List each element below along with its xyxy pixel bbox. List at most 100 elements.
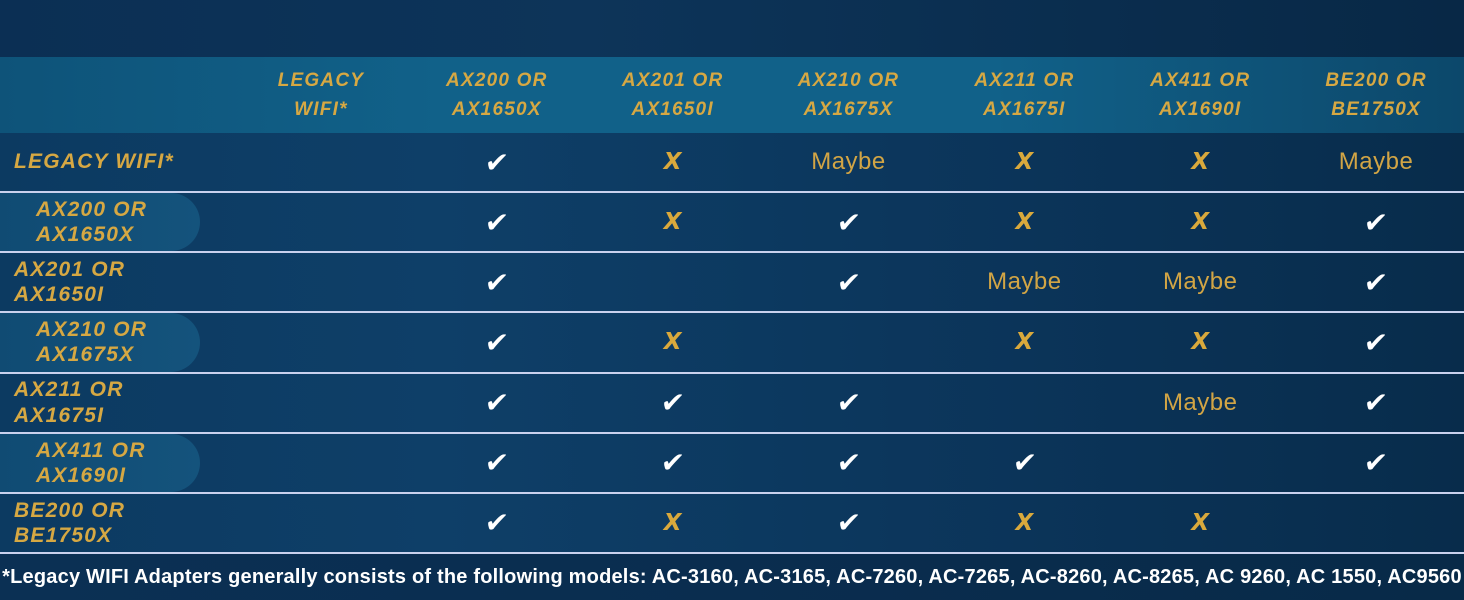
check-icon: ✔ [1362, 265, 1390, 299]
column-header: LEGACY WIFI* [277, 69, 365, 120]
x-icon: X [1015, 329, 1034, 356]
x-icon: X [663, 149, 682, 176]
x-icon: X [1191, 509, 1210, 536]
maybe-text: Maybe [1338, 148, 1414, 176]
matrix-cell-empty [233, 133, 409, 191]
matrix-cell: ✔ [761, 494, 937, 552]
table-row: AX210 OR AX1675X ✔ X X X ✔ [0, 311, 1464, 372]
check-icon: ✔ [1362, 446, 1390, 480]
matrix-cell-empty [233, 313, 409, 371]
row-label-pill [0, 433, 200, 492]
row-label-pill [0, 193, 200, 252]
matrix-cell: ✔ [409, 133, 585, 191]
x-icon: X [1191, 149, 1210, 176]
check-icon: ✔ [483, 205, 511, 239]
check-icon: ✔ [483, 446, 511, 480]
matrix-cell: Maybe [936, 253, 1112, 311]
matrix-cell: X [585, 133, 761, 191]
table-row: AX200 OR AX1650X ✔ X ✔ X X ✔ [0, 191, 1464, 252]
matrix-cell: X [1112, 193, 1288, 251]
check-icon: ✔ [835, 446, 862, 480]
column-header: AX210 OR AX1675X [797, 69, 900, 120]
row-label: AX200 OR AX1650X [36, 198, 148, 247]
matrix-cell: X [936, 313, 1112, 371]
row-label: AX211 OR AX1675I [14, 378, 124, 427]
top-spacer [0, 0, 1464, 57]
column-header: AX411 OR AX1690I [1150, 69, 1251, 120]
row-label-cell: AX200 OR AX1650X [0, 193, 233, 252]
x-icon: X [1191, 329, 1210, 356]
matrix-cell: ✔ [761, 434, 937, 492]
x-icon: X [663, 509, 682, 536]
check-icon: ✔ [835, 265, 862, 299]
x-icon: X [663, 209, 682, 236]
column-header: BE200 OR BE1750X [1325, 69, 1427, 120]
table-row: BE200 OR BE1750X ✔ X ✔ X X [0, 491, 1464, 552]
row-label-cell: AX201 OR AX1650I [0, 253, 233, 311]
x-icon: X [1191, 209, 1210, 236]
column-header: AX211 OR AX1675I [974, 69, 1075, 120]
check-icon: ✔ [1362, 205, 1390, 239]
matrix-cell: Maybe [1112, 253, 1288, 311]
maybe-text: Maybe [987, 268, 1062, 296]
check-icon: ✔ [659, 446, 687, 480]
matrix-cell-empty [936, 374, 1112, 432]
check-icon: ✔ [483, 325, 511, 359]
row-label: AX411 OR AX1690I [36, 438, 146, 487]
matrix-cell: Maybe [761, 133, 937, 191]
matrix-cell: ✔ [1288, 253, 1464, 311]
matrix-cell: X [1112, 133, 1288, 191]
matrix-cell: Maybe [1288, 133, 1464, 191]
matrix-cell: ✔ [585, 434, 761, 492]
matrix-cell: X [585, 313, 761, 371]
row-label: AX210 OR AX1675X [36, 318, 148, 367]
matrix-cell-empty [585, 253, 761, 311]
check-icon: ✔ [483, 265, 511, 299]
matrix-cell: X [936, 494, 1112, 552]
row-label: AX201 OR AX1650I [14, 258, 126, 307]
matrix-cell: ✔ [1288, 434, 1464, 492]
matrix-cell: ✔ [409, 494, 585, 552]
maybe-text: Maybe [1162, 268, 1238, 296]
x-icon: X [1015, 149, 1034, 176]
matrix-cell-empty [233, 374, 409, 432]
matrix-cell-empty [1112, 434, 1288, 492]
table-row: LEGACY WIFI* ✔ X Maybe X X Maybe [0, 133, 1464, 191]
table-body: LEGACY WIFI* ✔ X Maybe X X Maybe AX200 OR AX1… [0, 133, 1464, 552]
matrix-cell: ✔ [409, 253, 585, 311]
table-row: AX211 OR AX1675I ✔ ✔ ✔ Maybe ✔ [0, 371, 1464, 432]
check-icon: ✔ [835, 386, 862, 420]
check-icon: ✔ [835, 205, 862, 239]
row-label-cell: AX210 OR AX1675X [0, 313, 233, 372]
row-label: LEGACY WIFI* [14, 150, 174, 174]
footnote-text: *Legacy WIFI Adapters generally consists… [2, 565, 1462, 588]
matrix-cell-empty [761, 313, 937, 371]
matrix-cell: ✔ [409, 434, 585, 492]
matrix-cell: X [585, 193, 761, 251]
matrix-cell-empty [233, 494, 409, 552]
matrix-cell: ✔ [1288, 313, 1464, 371]
row-label: BE200 OR BE1750X [14, 498, 126, 547]
check-icon: ✔ [1362, 386, 1390, 420]
column-header: AX201 OR AX1650I [621, 69, 724, 120]
matrix-cell: X [585, 494, 761, 552]
x-icon: X [1015, 509, 1034, 536]
matrix-cell: X [1112, 494, 1288, 552]
column-header: AX200 OR AX1650X [446, 69, 548, 120]
matrix-cell-empty [1288, 494, 1464, 552]
check-icon: ✔ [483, 145, 511, 179]
row-label-cell: AX211 OR AX1675I [0, 374, 233, 432]
matrix-cell: ✔ [585, 374, 761, 432]
check-icon: ✔ [1010, 446, 1038, 480]
matrix-cell: ✔ [761, 253, 937, 311]
row-label-cell: BE200 OR BE1750X [0, 494, 233, 552]
matrix-cell-empty [233, 193, 409, 251]
footnote-bar: *Legacy WIFI Adapters generally consists… [0, 552, 1464, 600]
matrix-cell: X [936, 193, 1112, 251]
row-label-cell: LEGACY WIFI* [0, 133, 233, 191]
maybe-text: Maybe [811, 148, 886, 176]
matrix-cell: ✔ [409, 374, 585, 432]
matrix-cell: X [1112, 313, 1288, 371]
matrix-cell-empty [233, 253, 409, 311]
